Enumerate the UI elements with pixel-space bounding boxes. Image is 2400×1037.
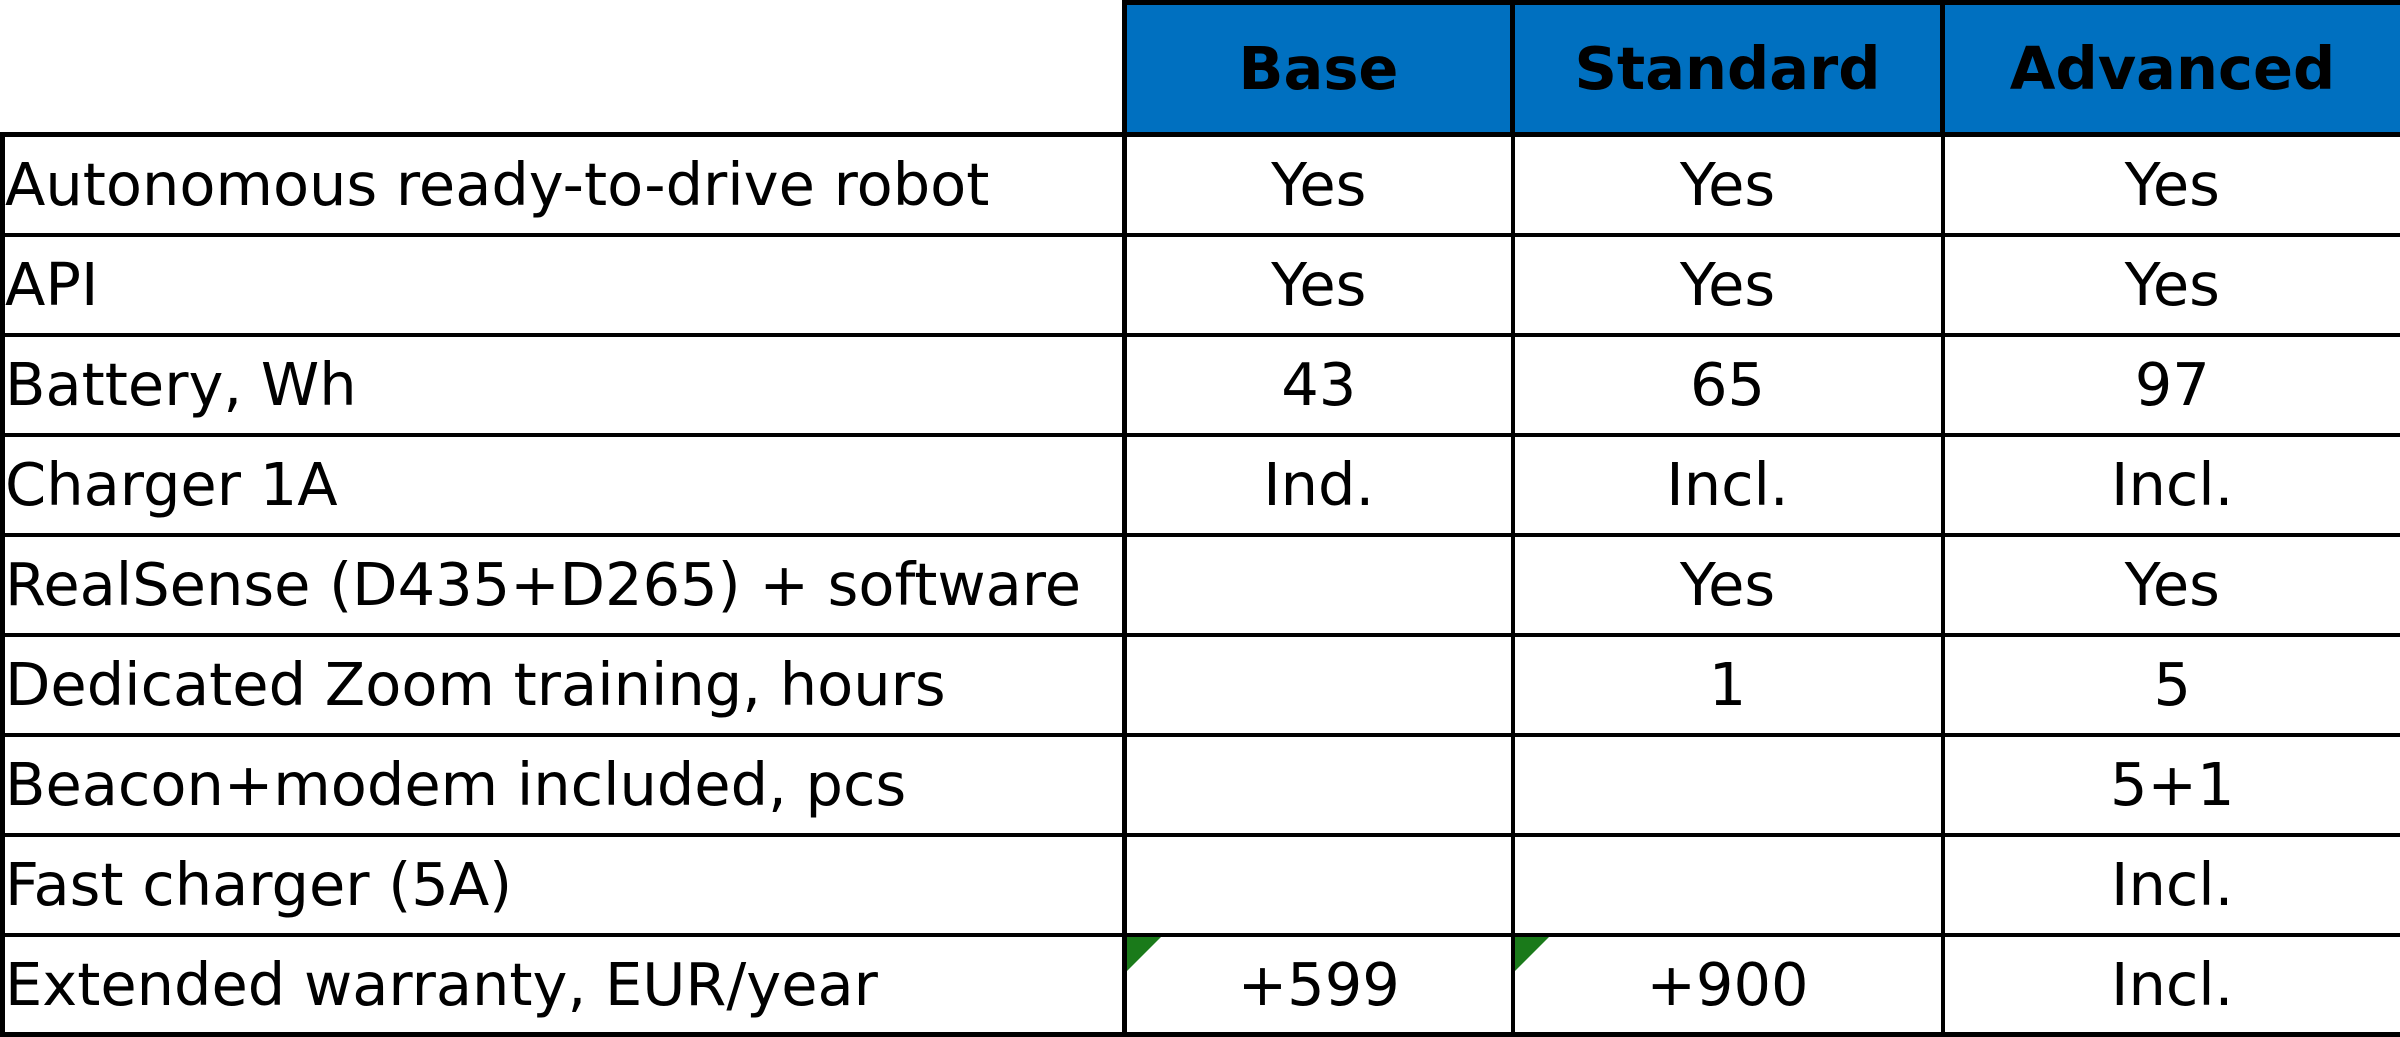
cell-advanced[interactable]: Yes [1943,135,2400,235]
table-row: Beacon+modem included, pcs 5+1 [3,735,2400,835]
cell-base[interactable] [1125,835,1513,935]
cell-base[interactable]: Yes [1125,235,1513,335]
cell-advanced[interactable]: 5 [1943,635,2400,735]
row-label[interactable]: Dedicated Zoom training, hours [3,635,1125,735]
comment-indicator-icon[interactable] [1127,937,1161,971]
cell-base[interactable] [1125,535,1513,635]
header-row: Base Standard Advanced [3,3,2400,135]
header-standard[interactable]: Standard [1513,3,1943,135]
cell-standard[interactable]: Yes [1513,135,1943,235]
cell-value: +900 [1646,950,1808,1019]
cell-value: +599 [1238,950,1400,1019]
table-row: Fast charger (5A) Incl. [3,835,2400,935]
cell-standard[interactable]: 1 [1513,635,1943,735]
cell-standard[interactable] [1513,835,1943,935]
corner-cell[interactable] [3,3,1125,135]
header-base[interactable]: Base [1125,3,1513,135]
cell-advanced[interactable]: Incl. [1943,435,2400,535]
cell-standard[interactable]: Incl. [1513,435,1943,535]
cell-base[interactable]: Ind. [1125,435,1513,535]
row-label[interactable]: Autonomous ready-to-drive robot [3,135,1125,235]
row-label[interactable]: API [3,235,1125,335]
cell-advanced[interactable]: Incl. [1943,935,2400,1035]
comment-indicator-icon[interactable] [1515,937,1549,971]
cell-base[interactable]: Yes [1125,135,1513,235]
cell-base[interactable] [1125,735,1513,835]
table-row: Charger 1A Ind. Incl. Incl. [3,435,2400,535]
cell-standard[interactable]: Yes [1513,235,1943,335]
cell-advanced[interactable]: Yes [1943,535,2400,635]
table-row: RealSense (D435+D265) + software Yes Yes [3,535,2400,635]
row-label[interactable]: Charger 1A [3,435,1125,535]
cell-standard[interactable]: 65 [1513,335,1943,435]
header-advanced[interactable]: Advanced [1943,3,2400,135]
cell-standard[interactable]: Yes [1513,535,1943,635]
row-label[interactable]: Fast charger (5A) [3,835,1125,935]
row-label[interactable]: Battery, Wh [3,335,1125,435]
cell-advanced[interactable]: Yes [1943,235,2400,335]
row-label[interactable]: Extended warranty, EUR/year [3,935,1125,1035]
cell-base-with-comment[interactable]: +599 [1125,935,1513,1035]
cell-advanced[interactable]: 97 [1943,335,2400,435]
cell-advanced[interactable]: 5+1 [1943,735,2400,835]
table-row: Dedicated Zoom training, hours 1 5 [3,635,2400,735]
cell-base[interactable]: 43 [1125,335,1513,435]
table-row: API Yes Yes Yes [3,235,2400,335]
cell-standard-with-comment[interactable]: +900 [1513,935,1943,1035]
table-row: Autonomous ready-to-drive robot Yes Yes … [3,135,2400,235]
row-label[interactable]: Beacon+modem included, pcs [3,735,1125,835]
cell-standard[interactable] [1513,735,1943,835]
table-row: Battery, Wh 43 65 97 [3,335,2400,435]
cell-advanced[interactable]: Incl. [1943,835,2400,935]
table-row: Extended warranty, EUR/year +599 +900 In… [3,935,2400,1035]
cell-base[interactable] [1125,635,1513,735]
row-label[interactable]: RealSense (D435+D265) + software [3,535,1125,635]
